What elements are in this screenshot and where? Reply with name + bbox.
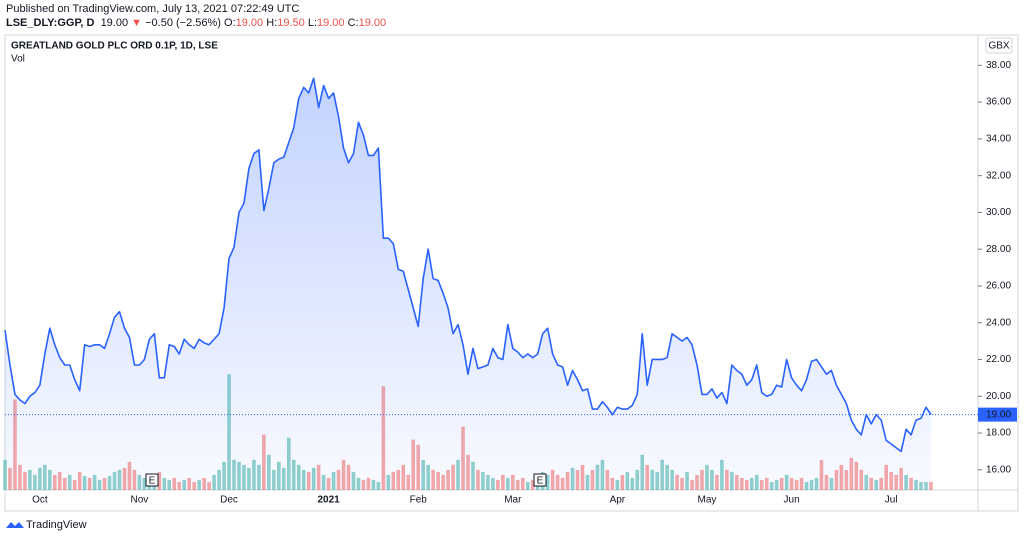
price: 19.00 bbox=[100, 17, 129, 29]
y-tick-label: 32.00 bbox=[986, 170, 1011, 181]
x-tick-label: Apr bbox=[610, 495, 626, 506]
y-tick-label: 26.00 bbox=[986, 281, 1011, 292]
symbol-line: LSE_DLY:GGP, D 19.00 ▼ −0.50 (−2.56%) O:… bbox=[6, 17, 386, 29]
x-tick-label: Oct bbox=[32, 495, 48, 506]
ohlc-value: 19.00 bbox=[235, 17, 264, 29]
earnings-marker-label[interactable]: E bbox=[149, 476, 156, 487]
y-tick-label: 30.00 bbox=[986, 207, 1011, 218]
x-tick-label: Nov bbox=[131, 495, 149, 506]
last-price-box bbox=[978, 407, 1017, 422]
earnings-marker[interactable] bbox=[145, 473, 159, 487]
price-line bbox=[4, 77, 932, 453]
x-tick-label: Jul bbox=[885, 495, 898, 506]
y-tick-label: 38.00 bbox=[986, 60, 1011, 71]
change-arrow: ▼ bbox=[131, 17, 143, 29]
earnings-marker-label[interactable]: E bbox=[537, 476, 544, 487]
ohlc-value: 19.50 bbox=[277, 17, 305, 29]
ohlc-value: 19.00 bbox=[317, 17, 345, 29]
last-price-label: 19.00 bbox=[986, 409, 1011, 420]
x-tick-label: Jun bbox=[784, 495, 800, 506]
y-tick-label: 24.00 bbox=[986, 317, 1011, 328]
symbol: LSE_DLY:GGP, D bbox=[6, 17, 95, 29]
y-tick-label: 28.00 bbox=[986, 244, 1011, 255]
chart-frame bbox=[4, 34, 1019, 512]
change: −0.50 (−2.56%) bbox=[145, 17, 221, 29]
ohlc-label: C: bbox=[347, 17, 359, 29]
y-tick-label: 34.00 bbox=[986, 134, 1011, 145]
x-tick-label: 2021 bbox=[317, 495, 340, 506]
y-tick-label: 16.00 bbox=[986, 464, 1011, 475]
brand: TradingView bbox=[26, 519, 87, 531]
price-area bbox=[5, 78, 931, 490]
x-tick-label: May bbox=[698, 495, 717, 506]
ohlc-label: L: bbox=[307, 17, 318, 29]
y-tick-label: 18.00 bbox=[986, 428, 1011, 439]
x-tick-label: Dec bbox=[220, 495, 238, 506]
brand-logo bbox=[6, 522, 24, 528]
y-tick-label: 22.00 bbox=[986, 354, 1011, 365]
y-tick-label: 36.00 bbox=[986, 97, 1011, 108]
x-tick-label: Feb bbox=[410, 495, 428, 506]
currency[interactable]: GBX bbox=[988, 41, 1009, 52]
ohlc-label: O: bbox=[224, 17, 236, 29]
currency-button[interactable] bbox=[985, 37, 1013, 54]
x-tick-label: Mar bbox=[504, 495, 522, 506]
volume-legend: Vol bbox=[11, 54, 25, 65]
ohlc-label: H: bbox=[266, 17, 278, 29]
chart-title: GREATLAND GOLD PLC ORD 0.1P, 1D, LSE bbox=[11, 41, 218, 52]
y-tick-label: 20.00 bbox=[986, 391, 1011, 402]
ohlc-value: 19.00 bbox=[358, 17, 387, 29]
earnings-marker[interactable] bbox=[533, 473, 547, 487]
published-line: Published on TradingView.com, July 13, 2… bbox=[6, 3, 300, 15]
